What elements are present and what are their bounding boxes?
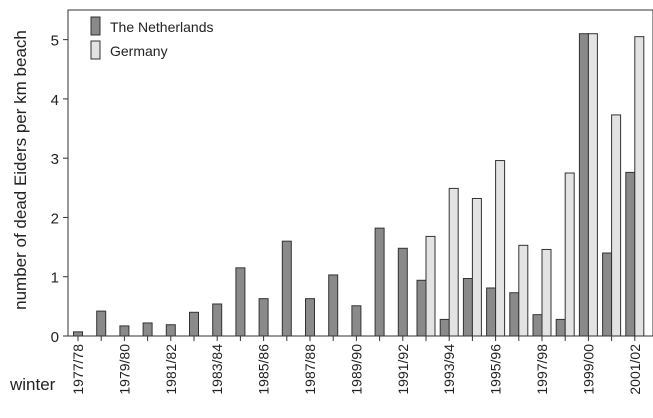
bar-germany <box>448 187 459 337</box>
legend-swatch <box>90 16 101 36</box>
x-tick-label: 1983/84 <box>209 344 225 395</box>
y-tick-label: 3 <box>51 151 59 168</box>
y-tick-label: 5 <box>51 33 59 50</box>
x-tick-label: 1991/92 <box>395 344 411 395</box>
bar-netherlands <box>486 287 497 337</box>
bar-netherlands <box>305 298 315 337</box>
bar-netherlands <box>142 322 153 337</box>
bar-netherlands <box>119 325 130 337</box>
bar-germany <box>564 172 575 337</box>
x-axis-title: winter <box>9 375 56 394</box>
bar-netherlands <box>578 33 589 337</box>
legend-label: The Netherlands <box>110 19 214 35</box>
bar-netherlands <box>374 227 385 337</box>
x-tick-label: 1981/82 <box>163 344 179 395</box>
bar-netherlands <box>439 318 450 337</box>
bar-germany <box>518 244 529 337</box>
x-tick-label: 2001/02 <box>627 344 643 395</box>
x-tick-label: 1997/98 <box>534 344 550 395</box>
y-tick-label: 0 <box>51 329 59 346</box>
x-tick-label: 1989/90 <box>348 344 364 395</box>
x-tick-label: 1987/88 <box>302 344 318 395</box>
y-axis-title: number of dead Eiders per km beach <box>11 30 30 310</box>
legend-swatch <box>90 40 101 60</box>
bar-netherlands <box>532 314 543 337</box>
y-tick-label: 2 <box>51 210 59 227</box>
bar-netherlands <box>351 305 362 337</box>
bar-netherlands <box>416 279 427 337</box>
x-tick-label: 1993/94 <box>441 344 457 395</box>
x-tick-label: 1995/96 <box>488 344 504 395</box>
bar-netherlands <box>281 240 292 337</box>
bar-netherlands <box>189 311 199 337</box>
bar-netherlands <box>509 292 520 337</box>
bar-netherlands <box>328 274 339 337</box>
y-tick-label: 1 <box>51 270 59 287</box>
bar-germany <box>425 235 436 337</box>
x-tick-label: 1985/86 <box>256 344 272 395</box>
bar-germany <box>611 114 622 337</box>
bar-netherlands <box>397 247 408 337</box>
bar-netherlands <box>258 298 269 337</box>
legend-label: Germany <box>110 43 168 59</box>
bar-netherlands <box>212 303 223 337</box>
bar-netherlands <box>602 252 613 337</box>
bar-germany <box>495 160 506 337</box>
bar-germany <box>634 36 645 337</box>
bar-netherlands <box>462 278 473 337</box>
bar-netherlands <box>73 331 83 337</box>
bar-netherlands <box>96 310 107 337</box>
y-tick-label: 4 <box>51 92 59 109</box>
bar-germany <box>541 248 552 337</box>
x-tick-label: 1977/78 <box>70 344 86 395</box>
x-tick-label: 1979/80 <box>116 344 132 395</box>
bar-germany <box>471 197 482 337</box>
bar-netherlands <box>555 318 566 337</box>
bar-netherlands <box>235 267 246 337</box>
bar-netherlands <box>625 171 636 337</box>
bar-netherlands <box>165 324 176 337</box>
bar-germany <box>587 33 598 337</box>
x-tick-label: 1999/00 <box>580 344 596 395</box>
